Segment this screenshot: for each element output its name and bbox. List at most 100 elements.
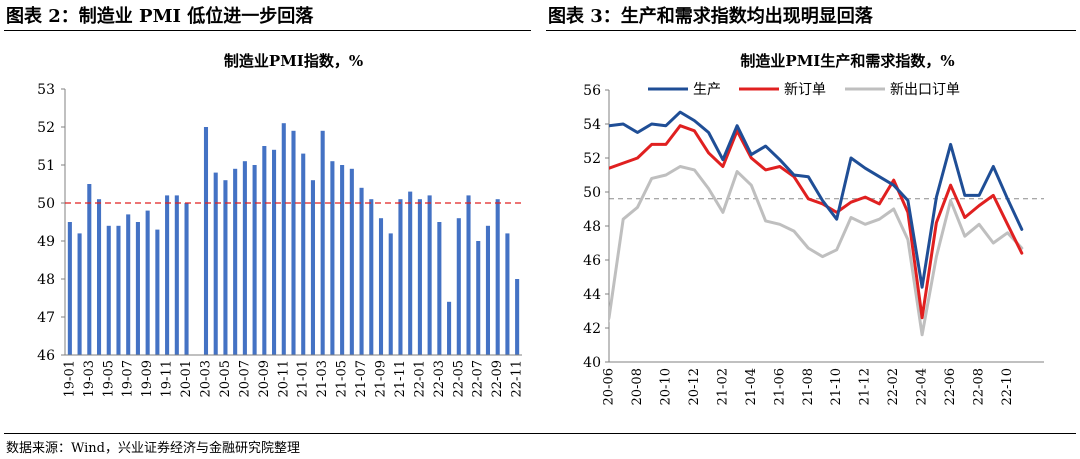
pmi-bar-20-11	[281, 123, 286, 355]
line-y-tick-40: 40	[583, 355, 601, 371]
pmi-bar-22-04	[447, 301, 452, 355]
pmi-bar-19-11	[165, 195, 170, 355]
title-rule-right	[546, 30, 1076, 31]
series-line-生产	[609, 110, 1024, 289]
bar-x-tick-22-05: 22-05	[451, 360, 466, 397]
bar-x-tick-22-07: 22-07	[471, 360, 486, 397]
bar-x-tick-20-09: 20-09	[257, 360, 272, 397]
pmi-bar-21-05	[340, 165, 345, 355]
pmi-bar-22-05	[456, 218, 461, 355]
bar-y-tick-47: 47	[37, 310, 55, 326]
pmi-bar-19-06	[116, 225, 121, 355]
bar-x-tick-19-03: 19-03	[82, 360, 97, 397]
bar-x-tick-22-09: 22-09	[490, 360, 505, 397]
line-x-tick-22-08: 22-08	[972, 368, 987, 405]
line-x-tick-21-02: 21-02	[715, 368, 730, 405]
pmi-bar-21-10	[388, 233, 393, 355]
bar-y-tick-46: 46	[37, 348, 55, 364]
bar-x-tick-21-09: 21-09	[374, 360, 389, 397]
pmi-bar-21-07	[359, 187, 364, 355]
bar-x-tick-20-03: 20-03	[198, 360, 213, 397]
bar-x-tick-22-03: 22-03	[432, 360, 447, 397]
pmi-bar-19-07	[126, 214, 131, 355]
pmi-bar-20-04	[213, 172, 218, 355]
pmi-bar-21-11	[398, 199, 403, 355]
series-line-新出口订单	[609, 165, 1024, 337]
pmi-bar-19-10	[155, 229, 160, 355]
line-x-tick-21-08: 21-08	[801, 368, 816, 405]
pmi-bar-19-09	[145, 210, 150, 355]
pmi-bar-20-03	[203, 127, 209, 355]
bar-x-tick-19-09: 19-09	[140, 360, 155, 397]
line-x-tick-21-06: 21-06	[772, 368, 787, 405]
bar-chart-title: 制造业PMI指数，%	[224, 52, 363, 70]
pmi-bar-19-04	[96, 199, 102, 355]
bar-x-tick-19-05: 19-05	[101, 360, 116, 397]
bar-x-tick-21-11: 21-11	[393, 360, 408, 397]
pmi-bar-20-10	[272, 149, 277, 355]
pmi-bar-22-03	[437, 222, 442, 355]
pmi-bar-22-02	[427, 195, 432, 355]
pmi-line-chart: 制造业PMI生产和需求指数，% 40 42 44 46 48 50 52 54 56 20-06 20…	[583, 52, 1044, 405]
pmi-bar-22-10	[505, 233, 510, 355]
pmi-bar-21-03	[320, 130, 325, 355]
pmi-bar-22-08	[485, 225, 491, 355]
bottom-rule	[4, 433, 1076, 434]
pmi-bar-20-05	[223, 180, 228, 355]
pmi-bar-21-04	[330, 161, 335, 355]
bar-x-tick-22-01: 22-01	[412, 360, 427, 397]
pmi-bar-21-08	[369, 199, 374, 355]
figure-3-title: 图表 3：生产和需求指数均出现明显回落	[548, 6, 873, 27]
bar-x-tick-21-05: 21-05	[335, 360, 350, 397]
line-x-tick-22-06: 22-06	[943, 368, 958, 405]
bar-y-tick-50: 50	[37, 196, 55, 212]
line-y-tick-42: 42	[583, 321, 601, 337]
line-x-tick-20-10: 20-10	[658, 368, 673, 405]
line-x-tick-20-08: 20-08	[630, 368, 645, 405]
pmi-bar-21-06	[349, 168, 354, 355]
pmi-bar-22-06	[466, 195, 471, 355]
line-y-tick-48: 48	[583, 219, 601, 235]
line-y-tick-52: 52	[583, 151, 601, 167]
pmi-bar-19-05	[106, 225, 111, 355]
pmi-bar-22-07	[476, 241, 481, 355]
line-chart-title: 制造业PMI生产和需求指数，%	[740, 52, 954, 70]
bar-x-tick-21-07: 21-07	[354, 360, 369, 397]
pmi-bar-20-06	[233, 168, 238, 355]
pmi-bar-19-02	[77, 233, 82, 355]
pmi-bar-21-02	[310, 180, 315, 355]
pmi-line-chart-panel: 制造业PMI生产和需求指数，% 40 42 44 46 48 50 52 54 56 20-06 20…	[546, 32, 1076, 430]
pmi-bar-20-09	[262, 146, 267, 355]
legend-label-生产: 生产	[693, 82, 721, 98]
figure-2-title: 图表 2：制造业 PMI 低位进一步回落	[6, 6, 314, 27]
pmi-bar-22-09	[495, 199, 500, 355]
bar-y-tick-52: 52	[37, 120, 55, 136]
pmi-bar-21-09	[378, 218, 384, 355]
bar-y-tick-49: 49	[37, 234, 55, 250]
pmi-bar-21-01	[301, 153, 306, 355]
bar-y-tick-51: 51	[37, 158, 55, 174]
pmi-bar-20-08	[252, 165, 257, 355]
pmi-bar-20-07	[242, 161, 247, 355]
pmi-bar-19-08	[135, 222, 140, 355]
line-y-tick-46: 46	[583, 253, 601, 269]
bar-x-tick-19-11: 19-11	[160, 360, 175, 397]
bar-x-tick-19-07: 19-07	[121, 360, 136, 397]
title-rule-left	[4, 30, 531, 31]
data-source-note: 数据来源：Wind，兴业证券经济与金融研究院整理	[6, 441, 300, 456]
bar-y-tick-53: 53	[37, 82, 55, 98]
legend-label-新出口订单: 新出口订单	[890, 82, 960, 98]
line-x-tick-22-02: 22-02	[886, 368, 901, 405]
bar-y-tick-48: 48	[37, 272, 55, 288]
bar-x-tick-21-03: 21-03	[315, 360, 330, 397]
line-y-tick-54: 54	[583, 117, 601, 133]
bar-x-tick-20-11: 20-11	[276, 360, 291, 397]
bar-x-tick-20-07: 20-07	[237, 360, 252, 397]
series-line-新订单	[609, 124, 1024, 320]
pmi-bar-19-03	[87, 184, 92, 355]
pmi-bar-20-12	[291, 130, 296, 355]
pmi-bar-chart-panel: 制造业PMI指数，% 46 47 48 49 50 51 52 53 19-01 19-03 19-0…	[4, 32, 531, 430]
bar-x-tick-19-01: 19-01	[62, 360, 77, 397]
pmi-bar-chart: 制造业PMI指数，% 46 47 48 49 50 51 52 53 19-01 19-03 19-0…	[37, 52, 524, 397]
legend-label-新订单: 新订单	[784, 82, 826, 98]
